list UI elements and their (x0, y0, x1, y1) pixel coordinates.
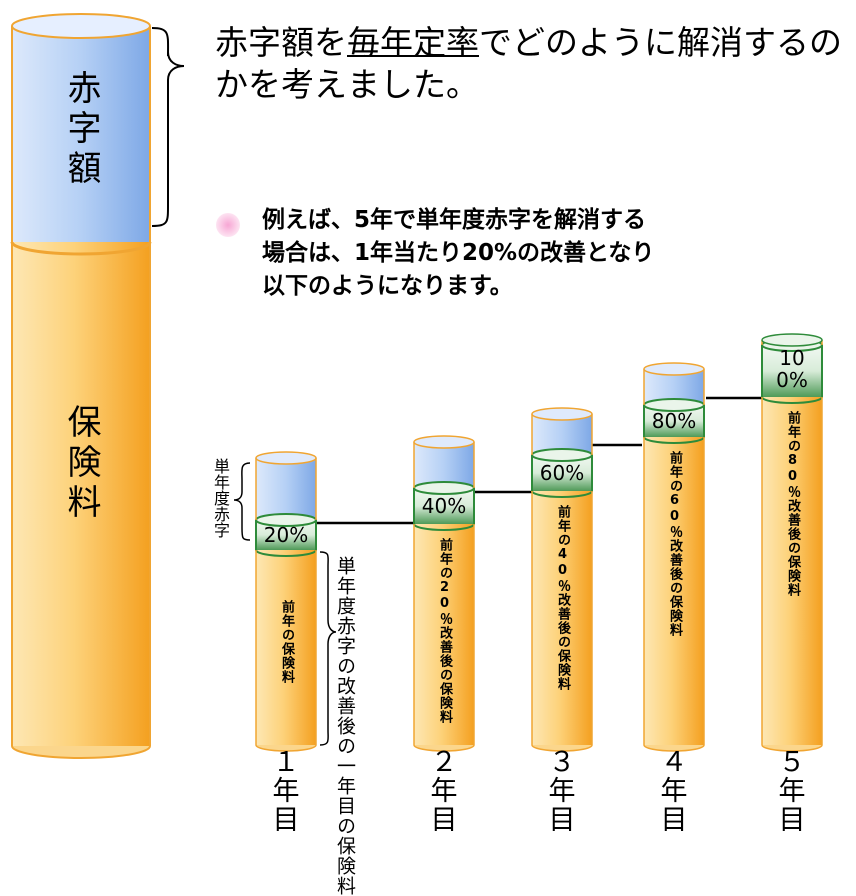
premium-label: 保険料 (61, 404, 101, 524)
heading-part2: でどのように解消するのかを考えました。 (215, 23, 842, 104)
after-first-year-annotation: 単年度赤字の改善後の一年目の保険料 (334, 556, 356, 896)
note-line-1: 例えば、5年で単年度赤字を解消する (262, 207, 647, 233)
year-bar-3 (531, 407, 593, 752)
left-brace (151, 27, 185, 227)
year-bar-4 (643, 362, 705, 752)
bars-group (255, 333, 823, 752)
pink-bullet (216, 213, 240, 237)
bar-inner-label: 前年の60％改善後の保険料 (667, 451, 682, 637)
single-year-deficit-annotation: 単年度赤字 (211, 458, 230, 538)
bar-improvement-band (762, 345, 822, 397)
bar-inner-label: 前年の40％改善後の保険料 (555, 505, 570, 691)
note-line-3: 以下のようになります。 (262, 273, 513, 299)
bar-premium-section (644, 437, 704, 745)
heading-underlined: 毎年定率 (347, 23, 479, 62)
bar-premium-section (256, 550, 316, 745)
after-first-year-brace (319, 551, 337, 746)
bar-inner-label: 前年の20％改善後の保険料 (437, 538, 452, 724)
bar-deficit-section (414, 442, 474, 488)
bar-inner-label: 前年の80％改善後の保険料 (785, 411, 800, 597)
left-cylinder (10, 13, 152, 759)
bar-percent-label: 100% (776, 346, 808, 392)
connector-lines (316, 396, 762, 525)
example-note: 例えば、5年で単年度赤字を解消する 場合は、1年当たり20%の改善となり 以下の… (262, 204, 654, 303)
heading-part1: 赤字額を (215, 23, 347, 62)
year-bar-2 (413, 435, 475, 752)
left-deficit-section (12, 26, 150, 242)
bar-percent-label: 60% (539, 461, 585, 485)
bar-premium-section (762, 397, 822, 745)
year-bar-5 (761, 333, 823, 752)
heading: 赤字額を毎年定率でどのように解消するのかを考えました。 (215, 22, 845, 106)
bar-percent-label: 80% (651, 409, 697, 433)
bar-premium-section (532, 491, 592, 745)
year-bar-1 (255, 451, 317, 752)
bar-percent-label: 40% (421, 494, 467, 518)
deficit-label: 赤字額 (61, 70, 101, 190)
bar-deficit-section (256, 458, 316, 520)
left-premium-section (12, 242, 150, 746)
diagram-canvas (10, 13, 823, 759)
single-year-deficit-brace (233, 462, 251, 541)
bar-inner-label: 前年の保険料 (279, 600, 294, 684)
bar-premium-section (414, 524, 474, 745)
note-line-2: 場合は、1年当たり20%の改善となり (262, 240, 655, 266)
bar-percent-label: 20% (263, 523, 309, 547)
